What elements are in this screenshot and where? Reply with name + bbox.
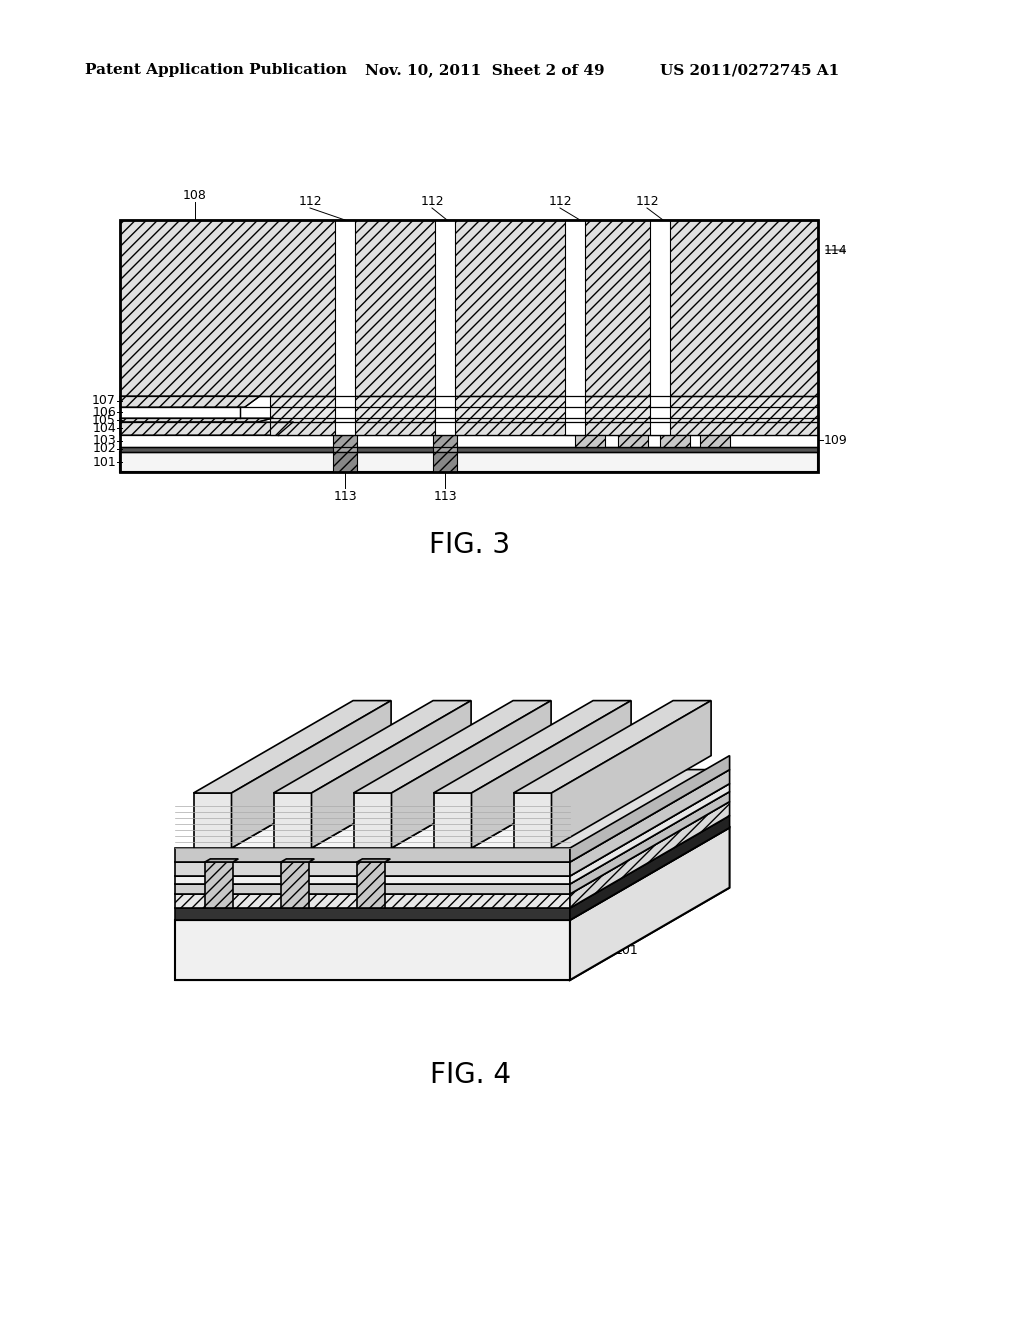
Polygon shape — [175, 784, 729, 876]
Polygon shape — [471, 701, 631, 847]
Text: 113: 113 — [433, 490, 457, 503]
Bar — [575, 436, 605, 447]
Bar — [333, 436, 357, 451]
Text: FIG. 4: FIG. 4 — [429, 1061, 511, 1089]
Text: 107: 107 — [92, 395, 116, 408]
Polygon shape — [552, 701, 711, 847]
Polygon shape — [570, 801, 729, 908]
Text: 104: 104 — [92, 421, 116, 434]
Polygon shape — [120, 407, 240, 418]
Polygon shape — [353, 701, 551, 793]
Polygon shape — [205, 862, 233, 908]
Polygon shape — [357, 859, 390, 862]
Text: 106: 106 — [92, 405, 116, 418]
Polygon shape — [281, 859, 314, 862]
Bar — [650, 220, 670, 436]
Bar — [700, 436, 730, 447]
Polygon shape — [205, 859, 239, 862]
Polygon shape — [175, 887, 729, 979]
Polygon shape — [353, 793, 391, 847]
Bar — [565, 220, 585, 436]
Text: 112: 112 — [298, 195, 322, 209]
Polygon shape — [231, 755, 433, 847]
Polygon shape — [570, 828, 729, 979]
Polygon shape — [513, 793, 552, 847]
Text: 113: 113 — [333, 490, 356, 503]
Polygon shape — [570, 755, 729, 862]
Polygon shape — [273, 793, 311, 847]
Polygon shape — [513, 701, 711, 793]
Bar — [435, 220, 455, 436]
Text: 112: 112 — [635, 195, 658, 209]
Bar — [120, 451, 818, 473]
Bar — [120, 447, 818, 451]
Text: 102: 102 — [92, 442, 116, 455]
Text: 101: 101 — [92, 455, 116, 469]
Text: 104: 104 — [549, 854, 572, 867]
Text: 102: 102 — [549, 867, 572, 880]
Bar — [433, 436, 457, 451]
Text: FIG. 3: FIG. 3 — [429, 531, 511, 558]
Text: Nov. 10, 2011  Sheet 2 of 49: Nov. 10, 2011 Sheet 2 of 49 — [365, 63, 604, 77]
Text: US 2011/0272745 A1: US 2011/0272745 A1 — [660, 63, 840, 77]
Polygon shape — [433, 793, 471, 847]
Bar — [335, 220, 355, 436]
Polygon shape — [175, 816, 729, 908]
Polygon shape — [311, 755, 513, 847]
Polygon shape — [175, 770, 729, 862]
Polygon shape — [471, 755, 673, 847]
Polygon shape — [357, 862, 385, 908]
Polygon shape — [570, 816, 729, 920]
Polygon shape — [570, 792, 729, 894]
Polygon shape — [175, 920, 570, 979]
Text: 105: 105 — [615, 874, 639, 887]
Polygon shape — [175, 894, 570, 908]
Bar — [120, 220, 818, 473]
Polygon shape — [120, 418, 273, 422]
Polygon shape — [570, 770, 729, 876]
Polygon shape — [120, 422, 293, 436]
Polygon shape — [270, 220, 818, 436]
Text: 108: 108 — [183, 189, 207, 202]
Bar — [618, 436, 648, 447]
Polygon shape — [391, 701, 551, 847]
Text: 103: 103 — [92, 434, 116, 447]
Bar — [333, 451, 357, 473]
Polygon shape — [120, 220, 818, 396]
Text: 105: 105 — [92, 413, 116, 426]
Text: 114: 114 — [824, 243, 848, 256]
Text: Patent Application Publication: Patent Application Publication — [85, 63, 347, 77]
Polygon shape — [175, 908, 570, 920]
Polygon shape — [175, 792, 729, 884]
Polygon shape — [231, 701, 391, 847]
Polygon shape — [175, 847, 570, 862]
Polygon shape — [120, 396, 260, 407]
Polygon shape — [194, 793, 231, 847]
Polygon shape — [311, 701, 471, 847]
Text: 109: 109 — [824, 433, 848, 446]
Bar — [433, 451, 457, 473]
Bar — [120, 220, 818, 447]
Polygon shape — [194, 701, 391, 793]
Polygon shape — [433, 701, 631, 793]
Text: 101: 101 — [615, 944, 639, 957]
Polygon shape — [175, 862, 570, 876]
Polygon shape — [175, 884, 570, 894]
Polygon shape — [175, 876, 570, 884]
Text: 106: 106 — [615, 862, 639, 875]
Polygon shape — [391, 755, 593, 847]
Text: 103: 103 — [615, 883, 639, 895]
Bar — [660, 436, 690, 447]
Polygon shape — [281, 862, 309, 908]
Polygon shape — [273, 701, 471, 793]
Polygon shape — [570, 784, 729, 884]
Text: 112: 112 — [420, 195, 443, 209]
Text: 112: 112 — [548, 195, 571, 209]
Polygon shape — [175, 828, 729, 920]
Polygon shape — [175, 801, 729, 894]
Text: 107: 107 — [615, 849, 639, 862]
Polygon shape — [270, 422, 818, 436]
